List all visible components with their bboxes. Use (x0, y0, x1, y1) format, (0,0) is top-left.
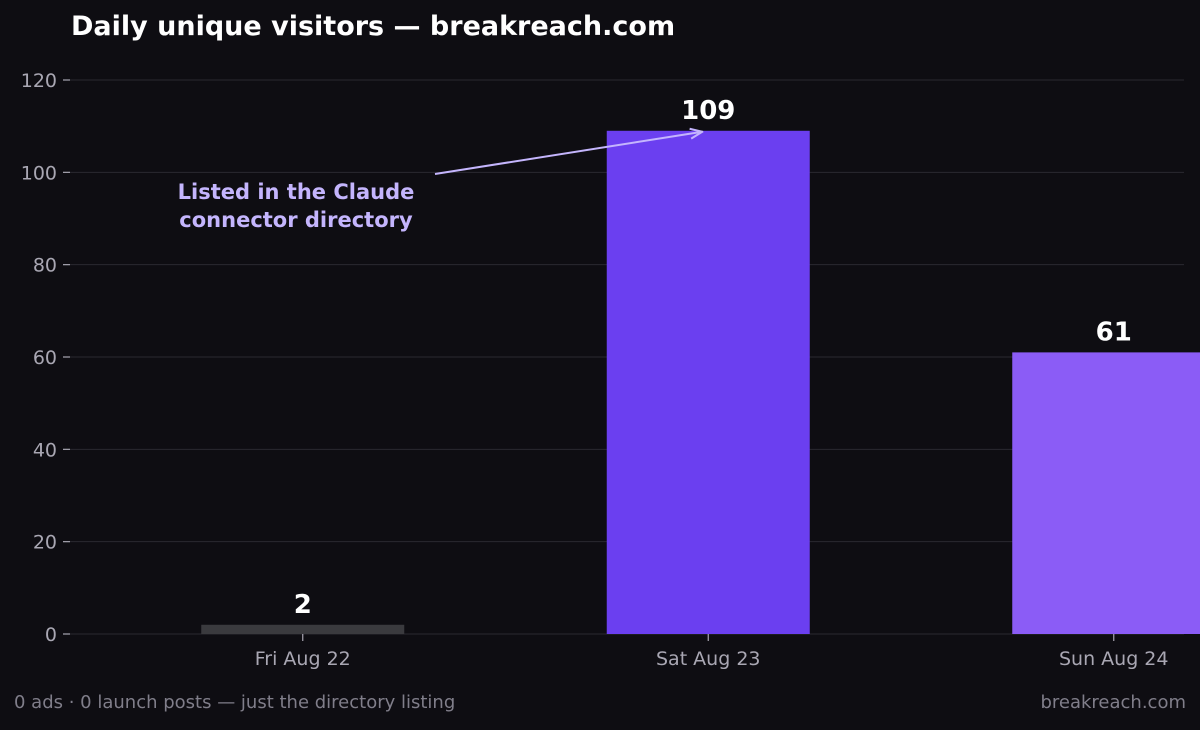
chart-title: Daily unique visitors — breakreach.com (71, 11, 675, 42)
y-tick-label: 120 (21, 70, 57, 92)
y-tick-label: 20 (33, 532, 57, 554)
data-label: 109 (681, 96, 735, 126)
x-tick-label: Sat Aug 23 (656, 648, 761, 670)
x-axis: Fri Aug 22 Sat Aug 23 Sun Aug 24 (255, 634, 1169, 670)
annotation: Listed in the Claude connector directory (178, 132, 703, 232)
y-tick-label: 0 (45, 624, 57, 646)
annotation-arrow-icon (434, 132, 702, 175)
y-tick-label: 80 (33, 255, 57, 277)
y-axis: 0 20 40 60 80 100 120 (21, 70, 70, 646)
bar (1012, 352, 1200, 634)
x-tick-label: Sun Aug 24 (1059, 648, 1169, 670)
value-labels: 2 109 61 (294, 96, 1132, 620)
bar (606, 130, 810, 635)
data-label: 61 (1096, 317, 1132, 347)
annotation-line-1: Listed in the Claude (178, 180, 415, 204)
y-tick-label: 40 (33, 439, 57, 461)
data-label: 2 (294, 590, 312, 620)
footer-site: breakreach.com (1040, 692, 1186, 713)
bars (201, 130, 1200, 635)
x-tick-label: Fri Aug 22 (255, 648, 351, 670)
footer-note: 0 ads · 0 launch posts — just the direct… (14, 692, 455, 713)
y-tick-label: 60 (33, 347, 57, 369)
annotation-line-2: connector directory (179, 208, 413, 232)
bar (201, 624, 405, 634)
y-tick-label: 100 (21, 162, 57, 184)
